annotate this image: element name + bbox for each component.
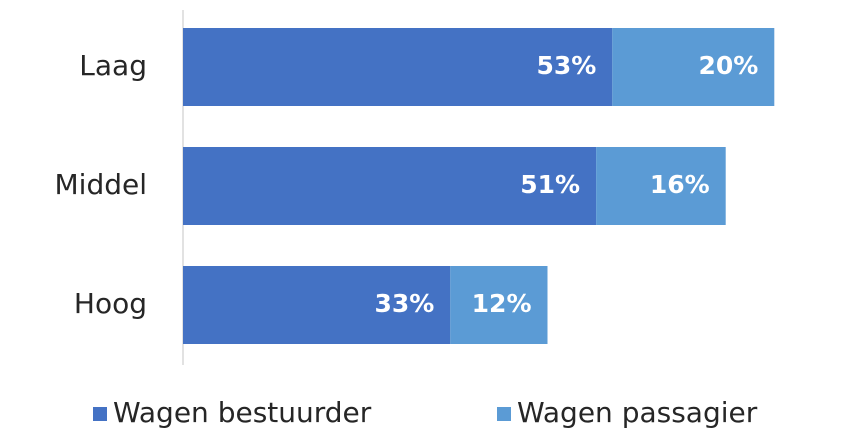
category-label: Laag xyxy=(79,49,147,82)
category-label: Middel xyxy=(55,168,148,201)
bar-segment xyxy=(183,147,597,225)
legend-label: Wagen bestuurder xyxy=(113,396,372,429)
value-label: 33% xyxy=(374,289,434,318)
legend-swatch xyxy=(497,407,511,421)
value-label: 51% xyxy=(520,170,580,199)
value-label: 53% xyxy=(536,51,596,80)
bar-segment xyxy=(450,266,548,344)
bar-segment xyxy=(183,266,451,344)
legend-swatch xyxy=(93,407,107,421)
value-label: 20% xyxy=(698,51,758,80)
bar-segment xyxy=(612,28,775,106)
value-label: 16% xyxy=(650,170,710,199)
category-label: Hoog xyxy=(74,287,147,320)
bar-segment xyxy=(183,28,613,106)
bar-segment xyxy=(596,147,726,225)
value-label: 12% xyxy=(472,289,532,318)
legend-label: Wagen passagier xyxy=(517,396,758,429)
